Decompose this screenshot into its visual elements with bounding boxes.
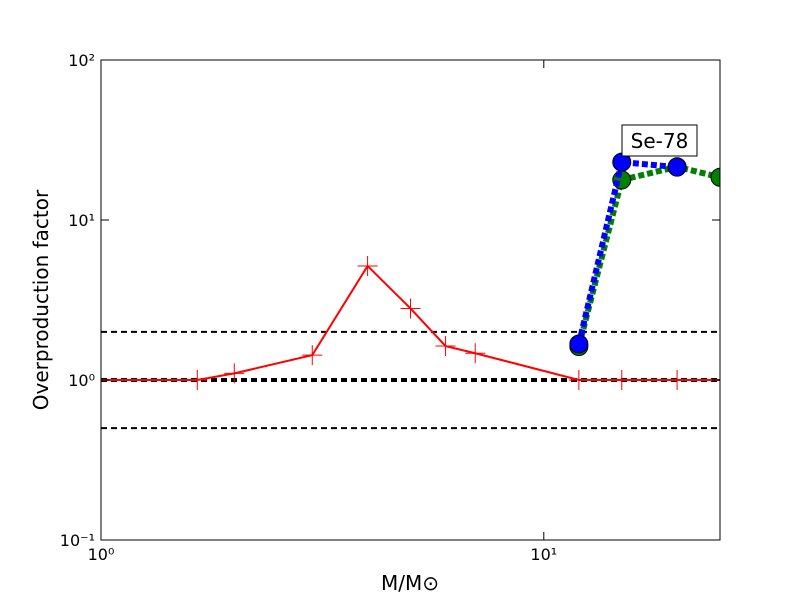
y-tick-label: 10¹ [68,211,95,230]
point [667,370,688,390]
point [224,363,245,384]
x-tick-label: 10¹ [530,545,557,564]
point [400,298,421,319]
plot-area [101,152,720,430]
x-tick-label: 10⁰ [88,545,115,564]
point [568,370,589,390]
x-axis-label: M/M⊙ [381,571,439,595]
point [435,336,456,357]
point [611,370,632,390]
point [667,157,687,177]
plot-frame [100,59,721,541]
point [710,167,720,187]
y-tick-label: 10² [68,51,95,70]
point [465,343,486,364]
point [187,370,208,390]
point [302,345,323,366]
point [569,334,589,354]
point [357,255,378,276]
annotation: Se-78 [631,129,689,153]
y-axis-label: Overproduction factor [29,189,53,410]
annotation-box [621,124,698,157]
y-tick-label: 10⁻¹ [60,531,95,550]
y-tick-label: 10⁰ [68,371,95,390]
